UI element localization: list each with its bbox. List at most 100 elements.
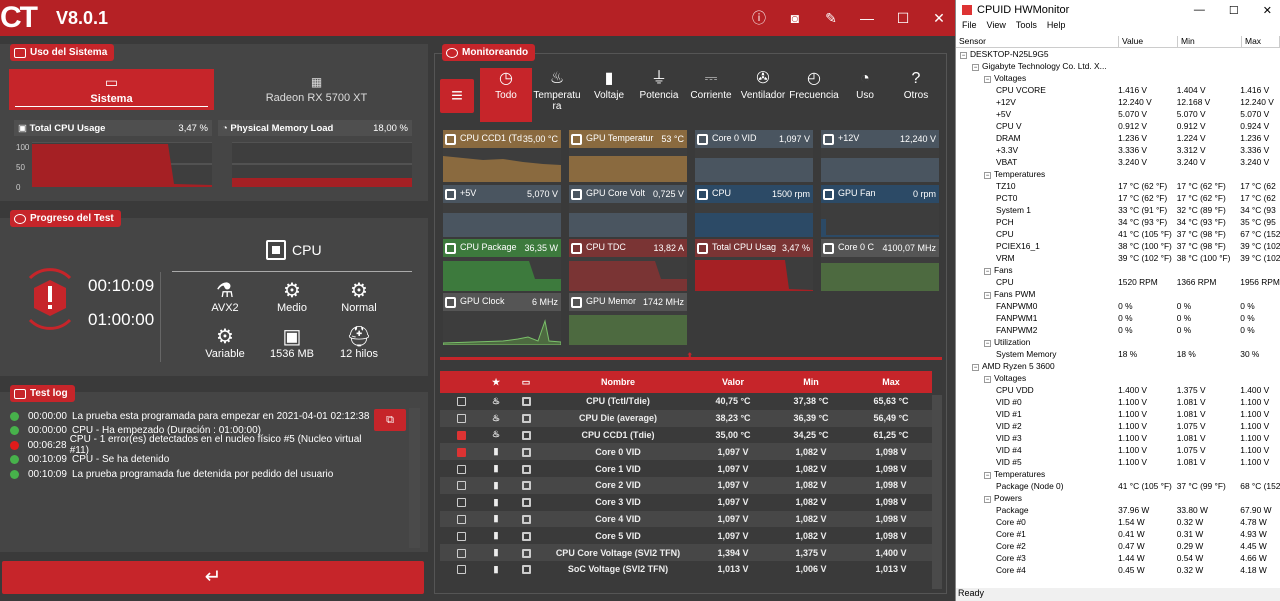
display-toggle[interactable]: [521, 498, 531, 508]
hwm-row[interactable]: CPU VDD 1.400 V 1.375 V 1.400 V: [996, 385, 1270, 395]
row-checkbox[interactable]: [456, 397, 466, 407]
expand-icon[interactable]: −: [984, 268, 991, 275]
start-test-button[interactable]: ↵: [2, 561, 424, 594]
expand-icon[interactable]: −: [984, 172, 991, 179]
hwm-row[interactable]: VID #4 1.100 V 1.075 V 1.100 V: [996, 445, 1270, 455]
expand-icon[interactable]: −: [984, 472, 991, 479]
hwm-row[interactable]: +5V 5.070 V 5.070 V 5.070 V: [996, 109, 1270, 119]
hwm-row[interactable]: FANPWM2 0 % 0 % 0 %: [996, 325, 1255, 335]
tab-gpu[interactable]: ▦ Radeon RX 5700 XT: [214, 69, 419, 110]
hwm-row[interactable]: − Voltages: [984, 373, 1027, 383]
expand-icon[interactable]: −: [984, 496, 991, 503]
hwm-row[interactable]: +12V 12.240 V 12.168 V 12.240 V: [996, 97, 1274, 107]
col-valor[interactable]: Valor: [694, 371, 772, 393]
col-min[interactable]: Min: [772, 371, 850, 393]
copy-log-button[interactable]: ⧉: [374, 409, 406, 431]
display-toggle[interactable]: [521, 565, 531, 575]
hwm-row[interactable]: System Memory 18 % 18 % 30 %: [996, 349, 1260, 359]
sensor-tile[interactable]: +12V 12,240 V: [821, 130, 939, 182]
row-checkbox[interactable]: [456, 498, 466, 508]
tab-sistema[interactable]: ▭ Sistema: [9, 69, 214, 110]
info-icon[interactable]: ⓘ: [752, 10, 766, 26]
expand-icon[interactable]: −: [984, 76, 991, 83]
display-toggle[interactable]: [521, 548, 531, 558]
table-row[interactable]: ▮ Core 5 VID 1,097 V 1,082 V 1,098 V: [440, 527, 932, 544]
minimize-button[interactable]: —: [860, 10, 874, 26]
hwm-row[interactable]: FANPWM1 0 % 0 % 0 %: [996, 313, 1255, 323]
sensor-tile[interactable]: CPU Package 36,35 W: [443, 239, 561, 291]
row-checkbox[interactable]: [456, 481, 466, 491]
display-toggle[interactable]: [521, 397, 531, 407]
hwm-row[interactable]: VID #2 1.100 V 1.075 V 1.100 V: [996, 421, 1270, 431]
hwm-row[interactable]: DRAM 1.236 V 1.224 V 1.236 V: [996, 133, 1270, 143]
sensor-tile[interactable]: GPU Fan 0 rpm: [821, 185, 939, 237]
hwm-row[interactable]: VRM 39 °C (102 °F) 38 °C (100 °F) 39 °C (10…: [996, 253, 1280, 263]
row-checkbox[interactable]: [456, 414, 466, 424]
sensor-tile[interactable]: GPU Core Volt 0,725 V: [569, 185, 687, 237]
row-checkbox[interactable]: [456, 548, 466, 558]
hwm-row[interactable]: +3.3V 3.336 V 3.312 V 3.336 V: [996, 145, 1270, 155]
hwm-row[interactable]: CPU 41 °C (105 °F) 37 °C (98 °F) 67 °C (152: [996, 229, 1280, 239]
expand-icon[interactable]: −: [984, 292, 991, 299]
table-row[interactable]: ▮ Core 3 VID 1,097 V 1,082 V 1,098 V: [440, 494, 932, 511]
hwm-row[interactable]: Package (Node 0) 41 °C (105 °F) 37 °C (99 …: [996, 481, 1280, 491]
expand-icon[interactable]: −: [984, 340, 991, 347]
hwm-close-button[interactable]: ✕: [1262, 4, 1272, 17]
hwm-row[interactable]: VID #5 1.100 V 1.081 V 1.100 V: [996, 457, 1270, 467]
hwm-row[interactable]: − AMD Ryzen 5 3600: [972, 361, 1055, 371]
hwm-row[interactable]: VID #0 1.100 V 1.081 V 1.100 V: [996, 397, 1270, 407]
display-toggle[interactable]: [521, 414, 531, 424]
table-row[interactable]: ♨ CPU (Tctl/Tdie) 40,75 °C 37,38 °C 65,63 °C: [440, 393, 932, 410]
hwm-row[interactable]: CPU VCORE 1.416 V 1.404 V 1.416 V: [996, 85, 1270, 95]
sensor-tile[interactable]: Core 0 VID 1,097 V: [695, 130, 813, 182]
hwm-row[interactable]: VID #1 1.100 V 1.081 V 1.100 V: [996, 409, 1270, 419]
display-toggle[interactable]: [521, 447, 531, 457]
expand-icon[interactable]: −: [960, 52, 967, 59]
table-row[interactable]: ▮ CPU Core Voltage (SVI2 TFN) 1,394 V 1,375…: [440, 544, 932, 561]
display-toggle[interactable]: [521, 531, 531, 541]
tab-ventilador[interactable]: ✇ Ventilador: [738, 68, 788, 101]
row-checkbox[interactable]: [456, 515, 466, 525]
hwm-row[interactable]: PCT0 17 °C (62 °F) 17 °C (62 °F) 17 °C (62: [996, 193, 1276, 203]
sensor-tile[interactable]: GPU Clock 6 MHz: [442, 293, 562, 346]
log-scrollbar[interactable]: [409, 408, 420, 548]
hwm-row[interactable]: Core #1 0.41 W 0.31 W 4.93 W: [996, 529, 1267, 539]
hwm-col-sensor[interactable]: Sensor: [956, 36, 1119, 47]
expand-icon[interactable]: −: [972, 64, 979, 71]
row-checkbox[interactable]: [456, 464, 466, 474]
expand-icon[interactable]: −: [972, 364, 979, 371]
tab-otros[interactable]: ? Otros: [891, 68, 941, 101]
hwm-row[interactable]: FANPWM0 0 % 0 % 0 %: [996, 301, 1255, 311]
hwm-row[interactable]: Core #0 1.54 W 0.32 W 4.78 W: [996, 517, 1267, 527]
splitter[interactable]: [440, 357, 942, 360]
display-toggle[interactable]: [521, 464, 531, 474]
tab-corriente[interactable]: ⎓ Corriente: [686, 68, 736, 101]
tab-potencia[interactable]: ⏚ Potencia: [634, 68, 684, 101]
hwm-row[interactable]: VID #3 1.100 V 1.081 V 1.100 V: [996, 433, 1270, 443]
close-button[interactable]: ✕: [933, 9, 945, 26]
display-toggle[interactable]: [521, 515, 531, 525]
hwm-row[interactable]: − DESKTOP-N25L9G5: [960, 49, 1049, 59]
col-max[interactable]: Max: [850, 371, 932, 393]
sensor-tile[interactable]: +5V 5,070 V: [443, 185, 561, 237]
hwm-row[interactable]: − Temperatures: [984, 469, 1046, 479]
row-checkbox[interactable]: [456, 431, 466, 441]
table-row[interactable]: ▮ Core 4 VID 1,097 V 1,082 V 1,098 V: [440, 510, 932, 528]
tab-temperatura[interactable]: ♨ Temperatura: [533, 70, 581, 112]
row-checkbox[interactable]: [456, 447, 466, 457]
table-row[interactable]: ▮ SoC Voltage (SVI2 TFN) 1,013 V 1,006 V 1,0…: [440, 561, 932, 578]
hwm-row[interactable]: Core #2 0.47 W 0.29 W 4.45 W: [996, 541, 1267, 551]
hwm-row[interactable]: Core #4 0.45 W 0.32 W 4.18 W: [996, 565, 1267, 575]
col-nombre[interactable]: Nombre: [542, 371, 694, 393]
sensor-tile[interactable]: Core 0 C 4100,07 MHz: [821, 239, 939, 291]
hwm-row[interactable]: Package 37.96 W 33.80 W 67.90 W: [996, 505, 1272, 515]
tab-voltaje[interactable]: ▮ Voltaje: [584, 68, 634, 101]
menu-button[interactable]: ≡: [440, 79, 474, 113]
hwm-row[interactable]: − Temperatures: [984, 169, 1046, 179]
table-scrollbar[interactable]: [932, 395, 942, 589]
hwm-col-max[interactable]: Max: [1242, 36, 1280, 47]
hwm-row[interactable]: − Fans PWM: [984, 289, 1036, 299]
tab-frecuencia[interactable]: ◴ Frecuencia: [789, 70, 839, 101]
table-row[interactable]: ▮ Core 0 VID 1,097 V 1,082 V 1,098 V: [440, 443, 932, 461]
maximize-button[interactable]: ☐: [896, 9, 910, 26]
